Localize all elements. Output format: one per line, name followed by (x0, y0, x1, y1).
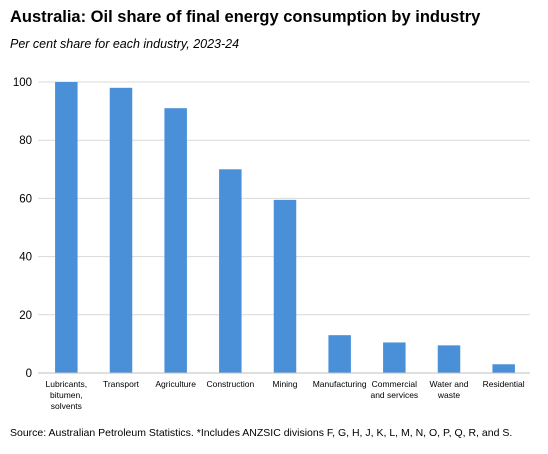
y-tick-label: 80 (19, 135, 32, 147)
x-tick-label: Water and waste (430, 379, 469, 400)
x-tick-label: Agriculture (155, 379, 196, 389)
chart-title: Australia: Oil share of final energy con… (10, 8, 481, 26)
bar (492, 364, 515, 373)
y-tick-label: 40 (19, 252, 32, 264)
y-tick-label: 20 (19, 310, 32, 322)
x-axis: Lubricants, bitumen, solvents Transport Agri… (38, 372, 530, 411)
x-tick-label: Construction (206, 379, 254, 389)
y-axis: 0 20 40 60 80 100 (13, 77, 32, 380)
source-note: Source: Australian Petroleum Statistics.… (10, 427, 513, 439)
x-tick-label: Commercial and services (370, 379, 418, 400)
bar (437, 345, 461, 373)
bar (383, 342, 406, 373)
y-tick-label: 0 (26, 368, 32, 380)
y-tick-label: 60 (19, 193, 32, 205)
bars (55, 82, 515, 373)
x-tick-label: Lubricants, bitumen, solvents (46, 379, 88, 411)
bar (55, 82, 78, 373)
bar (109, 87, 133, 373)
x-tick-label: Mining (272, 379, 297, 389)
x-tick-label: Residential (483, 379, 525, 389)
x-tick-label: Manufacturing (313, 379, 367, 389)
bar (164, 108, 187, 373)
y-tick-label: 100 (13, 77, 32, 89)
bar (219, 169, 242, 373)
chart-subtitle: Per cent share for each industry, 2023-2… (10, 37, 240, 51)
bar (328, 335, 351, 373)
x-tick-label: Transport (103, 379, 140, 389)
bar (273, 199, 297, 373)
